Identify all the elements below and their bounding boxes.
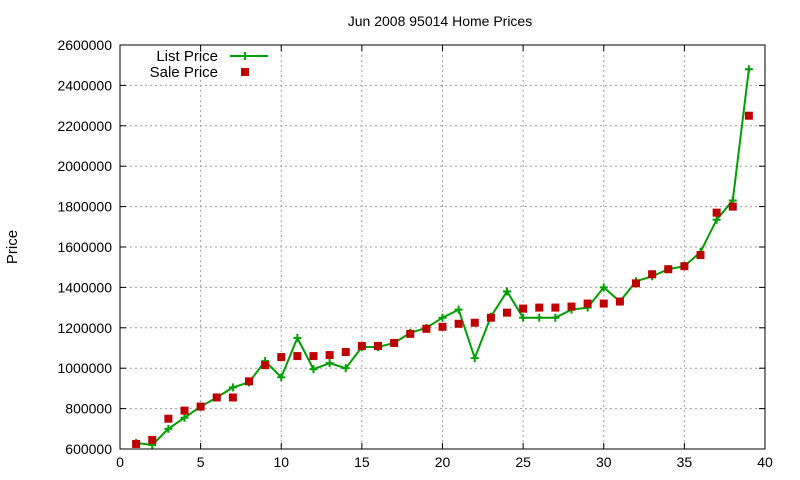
y-tick-label: 2400000: [57, 77, 112, 93]
y-tick-label: 1600000: [57, 239, 112, 255]
list-price-point: [325, 359, 334, 368]
list-price-point: [744, 65, 753, 74]
x-tick-label: 40: [757, 454, 773, 470]
list-price-point: [164, 424, 173, 433]
legend-label: Sale Price: [150, 64, 218, 81]
list-price-point: [454, 305, 463, 314]
list-price-point: [341, 364, 350, 373]
sale-price-point: [680, 262, 689, 271]
sale-price-point: [390, 338, 399, 347]
legend-plus-marker: [241, 52, 249, 60]
x-tick-label: 0: [116, 454, 124, 470]
chart-title: Jun 2008 95014 Home Prices: [348, 13, 532, 29]
list-price-point: [180, 413, 189, 422]
y-tick-label: 1000000: [57, 360, 112, 376]
y-tick-label: 1800000: [57, 199, 112, 215]
sale-price-point: [374, 341, 382, 350]
y-tick-label: 800000: [65, 401, 112, 417]
list-price-point: [470, 354, 479, 363]
y-axis-label: Price: [4, 230, 21, 264]
grid-lines: [120, 45, 765, 449]
sale-price-point: [486, 313, 495, 322]
sale-price-point: [519, 304, 528, 313]
sale-price-point: [212, 393, 221, 402]
sale-price-point: [728, 202, 737, 211]
sale-price-point: [744, 111, 753, 120]
sale-price-point: [277, 353, 286, 362]
sale-price-point: [632, 279, 640, 288]
sale-price-point: [196, 402, 205, 411]
sale-price-point: [438, 322, 447, 331]
y-tick-label: 2000000: [57, 158, 112, 174]
sale-price-point: [164, 414, 173, 423]
sale-price-point: [648, 270, 657, 279]
y-tick-label: 1400000: [57, 279, 112, 295]
x-tick-label: 15: [354, 454, 370, 470]
legend-label: List Price: [156, 48, 218, 65]
list-price-point: [503, 287, 511, 296]
list-price-point: [277, 373, 286, 382]
list-price-point: [438, 313, 447, 322]
sale-price-point: [712, 208, 721, 217]
sale-price-point: [293, 352, 302, 361]
y-tick-label: 600000: [65, 441, 112, 457]
sale-price-point: [664, 265, 673, 274]
sale-price-point: [422, 324, 431, 333]
sale-price-point: [696, 251, 705, 260]
y-tick-labels: 600000 800000 1000000 1200000 1400000 1600000…: [57, 37, 112, 457]
sale-price-point: [406, 329, 415, 338]
sale-price-point: [454, 319, 463, 328]
legend-square-marker: [241, 68, 249, 76]
sale-price-point: [148, 435, 157, 444]
list-price-point: [712, 215, 721, 224]
tick-marks: [119, 44, 766, 450]
sale-price-point: [551, 303, 560, 312]
x-tick-label: 5: [197, 454, 205, 470]
x-tick-label: 20: [435, 454, 451, 470]
x-tick-label: 30: [596, 454, 612, 470]
sale-price-point: [599, 299, 608, 308]
sale-price-point: [132, 439, 141, 448]
list-price-point: [551, 313, 560, 322]
y-tick-label: 2200000: [57, 118, 112, 134]
list-price-point: [228, 383, 237, 392]
sale-price-point: [180, 406, 189, 415]
sale-price-point: [245, 377, 253, 386]
series-layer: [132, 65, 753, 449]
sale-price-point: [535, 303, 544, 312]
list-price-point: [535, 313, 544, 322]
sale-price-point: [470, 318, 479, 327]
list-price-point: [599, 283, 608, 292]
sale-price-point: [309, 352, 318, 361]
x-tick-label: 35: [677, 454, 693, 470]
y-tick-label: 2600000: [57, 37, 112, 53]
list-price-point: [293, 333, 302, 342]
sale-price-point: [341, 348, 350, 357]
sale-price-point: [567, 302, 576, 311]
list-price-point: [309, 365, 318, 374]
x-tick-labels: 0 5 10 15 20 25 30 35 40: [116, 454, 773, 470]
sale-price-point: [261, 361, 270, 370]
y-tick-label: 1200000: [57, 320, 112, 336]
sale-price-point: [615, 297, 624, 306]
x-tick-label: 10: [273, 454, 289, 470]
sale-price-point: [583, 299, 592, 308]
list-price-point: [519, 313, 528, 322]
sale-price-point: [325, 351, 334, 360]
sale-price-point: [228, 393, 237, 402]
sale-price-point: [357, 341, 366, 350]
sale-price-point: [503, 308, 511, 317]
x-tick-label: 25: [515, 454, 531, 470]
